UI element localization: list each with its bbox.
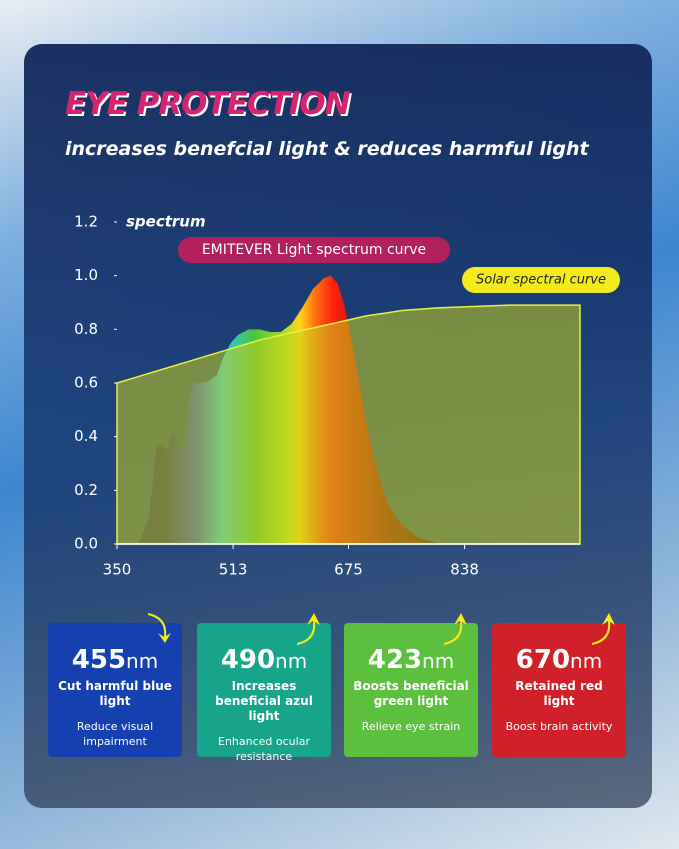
y-tick-label: 0.0 — [74, 535, 98, 553]
wavelength: 423nm — [344, 645, 478, 675]
y-tick-label: 0.8 — [74, 320, 98, 338]
card-title: Boosts beneficial green light — [353, 679, 469, 708]
card-title: Cut harmful blue light — [58, 679, 172, 708]
wavelength: 670nm — [492, 645, 626, 675]
unit: nm — [570, 649, 603, 673]
arrow — [444, 613, 467, 645]
wavelength: 455nm — [48, 645, 182, 675]
card-note: Enhanced ocular resistance — [218, 735, 310, 763]
unit: nm — [275, 649, 308, 673]
legend-label: Solar spectral curve — [476, 273, 606, 288]
value: 490 — [220, 645, 276, 675]
card: 455nm Cut harmful blue light Reduce visu… — [48, 613, 182, 757]
x-tick-label: 838 — [450, 561, 479, 579]
x-tick-label: 350 — [103, 561, 132, 579]
title: EYE PROTECTION — [65, 86, 351, 122]
y-tick-label: 0.6 — [74, 374, 98, 392]
y-tick-label: 0.4 — [74, 427, 98, 445]
card: 423nm Boosts beneficial green light Reli… — [344, 613, 478, 757]
x-tick-label: 675 — [334, 561, 363, 579]
y-tick-label: 0.2 — [74, 481, 98, 499]
unit: nm — [126, 649, 159, 673]
card-title: Increases beneficial azul light — [215, 679, 313, 723]
arrow — [148, 613, 171, 643]
value: 670 — [515, 645, 571, 675]
card: 670nm Retained red light Boost brain act… — [492, 613, 626, 757]
y-tick-label: 1.0 — [74, 266, 98, 284]
y-tick-label: 1.2 — [74, 213, 98, 231]
value: 423 — [367, 645, 423, 675]
wavelength: 490nm — [197, 645, 331, 675]
legend-pill — [462, 267, 620, 293]
subtitle: increases benefcial light & reduces harm… — [65, 138, 589, 160]
y-axis-label: spectrum — [126, 213, 206, 231]
x-tick-label: 513 — [219, 561, 248, 579]
card: 490nm Increases beneficial azul light En… — [197, 613, 331, 763]
value: 455 — [71, 645, 127, 675]
unit: nm — [422, 649, 455, 673]
chart: 350 513 675 838 0.0 0.2 0.4 0.6 0.8 1.0 1.2 spectr… — [74, 213, 620, 579]
legend-label: EMITEVER Light spectrum curve — [202, 242, 426, 258]
area — [116, 304, 581, 545]
arrow — [592, 613, 615, 645]
arrow — [297, 613, 320, 645]
card-title: Retained red light — [515, 679, 603, 708]
card-note: Boost brain activity — [505, 720, 613, 733]
legend-pill — [178, 237, 450, 263]
card-note: Reduce visual impairment — [76, 720, 154, 748]
card-note: Relieve eye strain — [361, 720, 461, 733]
